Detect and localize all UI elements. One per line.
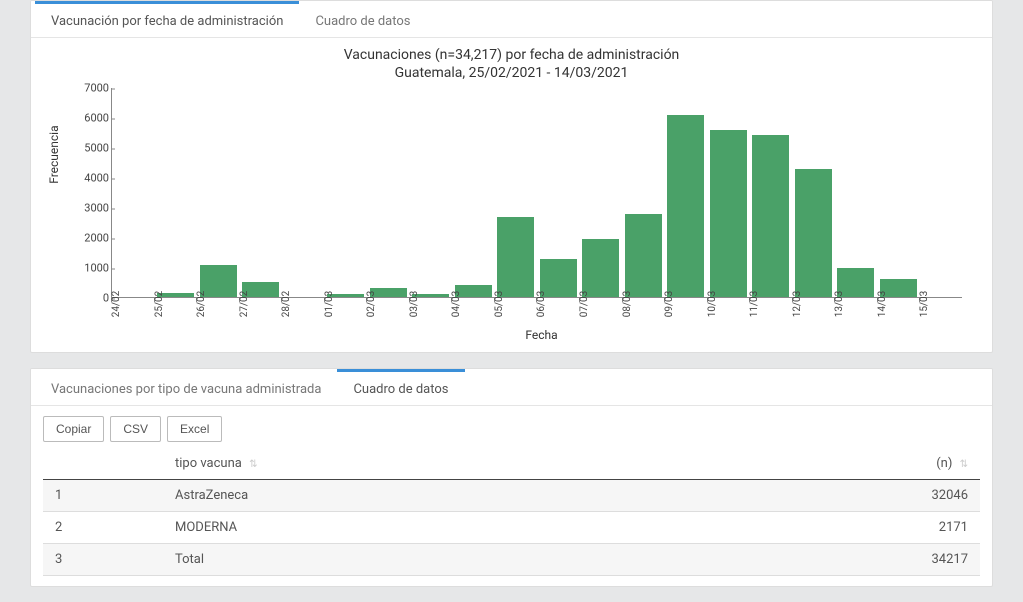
cell-n: 34217 [684, 544, 980, 576]
cell-index: 1 [43, 480, 163, 512]
bar [752, 135, 789, 298]
y-tick: 6000 [71, 112, 109, 125]
bar [710, 130, 747, 297]
bar-slot [835, 88, 878, 297]
chart-title-line1: Vacunaciones (n=34,217) por fecha de adm… [51, 46, 972, 64]
bar-slot [792, 88, 835, 297]
bars [112, 88, 962, 297]
bar-slot [495, 88, 538, 297]
bar [625, 214, 662, 298]
cell-index: 2 [43, 512, 163, 544]
col-n-label: (n) [936, 456, 952, 471]
y-axis-label: Frecuencia [47, 126, 61, 184]
y-tick: 5000 [71, 142, 109, 155]
y-tick: 0 [71, 292, 109, 305]
cell-tipo-vacuna: Total [163, 544, 684, 576]
chart-panel: Vacunación por fecha de administración C… [30, 0, 993, 353]
excel-button[interactable]: Excel [167, 416, 222, 442]
col-n[interactable]: (n) ⇅ [684, 448, 980, 480]
bar-slot [367, 88, 410, 297]
chart-tabs: Vacunación por fecha de administración C… [31, 1, 992, 38]
y-ticks: 01000200030004000500060007000 [71, 88, 109, 298]
cell-n: 32046 [684, 480, 980, 512]
bar-slot [112, 88, 155, 297]
cell-tipo-vacuna: MODERNA [163, 512, 684, 544]
table-row: 2MODERNA2171 [43, 512, 980, 544]
csv-button[interactable]: CSV [110, 416, 161, 442]
bar-slot [920, 88, 963, 297]
tab-cuadro-datos-table[interactable]: Cuadro de datos [337, 369, 464, 405]
tab-vacunaciones-tipo[interactable]: Vacunaciones por tipo de vacuna administ… [35, 369, 337, 405]
bar [497, 217, 534, 298]
cell-n: 2171 [684, 512, 980, 544]
bar-slot [750, 88, 793, 297]
bar-slot [452, 88, 495, 297]
data-table: tipo vacuna ⇅ (n) ⇅ 1AstraZeneca320462MO… [43, 448, 980, 576]
chart-container: Vacunaciones (n=34,217) por fecha de adm… [31, 38, 992, 352]
chart-title: Vacunaciones (n=34,217) por fecha de adm… [51, 46, 972, 82]
bar-slot [240, 88, 283, 297]
y-tick: 3000 [71, 202, 109, 215]
cell-tipo-vacuna: AstraZeneca [163, 480, 684, 512]
y-tick: 1000 [71, 262, 109, 275]
table-tabs: Vacunaciones por tipo de vacuna administ… [31, 369, 992, 406]
bar-slot [410, 88, 453, 297]
y-tick: 7000 [71, 82, 109, 95]
bar-slot [877, 88, 920, 297]
copy-button[interactable]: Copiar [43, 416, 104, 442]
y-tick: 4000 [71, 172, 109, 185]
tab-vacunacion-fecha[interactable]: Vacunación por fecha de administración [35, 1, 299, 37]
bar-slot [282, 88, 325, 297]
bar-slot [665, 88, 708, 297]
bar [667, 115, 704, 297]
bar [582, 239, 619, 297]
table-panel: Vacunaciones por tipo de vacuna administ… [30, 368, 993, 587]
x-axis-label: Fecha [111, 328, 972, 342]
y-tick: 2000 [71, 232, 109, 245]
col-tipo-vacuna-label: tipo vacuna [175, 456, 242, 471]
plot-area [111, 88, 962, 298]
export-buttons: Copiar CSV Excel [31, 406, 992, 448]
bar-slot [580, 88, 623, 297]
sort-icon: ⇅ [960, 459, 968, 470]
bar-slot [622, 88, 665, 297]
chart-area: Frecuencia 01000200030004000500060007000… [51, 88, 972, 338]
bar [795, 169, 832, 297]
bar-slot [197, 88, 240, 297]
bar-slot [537, 88, 580, 297]
cell-index: 3 [43, 544, 163, 576]
col-index[interactable] [43, 448, 163, 480]
table-header-row: tipo vacuna ⇅ (n) ⇅ [43, 448, 980, 480]
bar-slot [707, 88, 750, 297]
sort-icon: ⇅ [249, 459, 257, 470]
bar-slot [155, 88, 198, 297]
table-row: 1AstraZeneca32046 [43, 480, 980, 512]
col-tipo-vacuna[interactable]: tipo vacuna ⇅ [163, 448, 684, 480]
chart-title-line2: Guatemala, 25/02/2021 - 14/03/2021 [51, 64, 972, 82]
tab-cuadro-datos-chart[interactable]: Cuadro de datos [299, 1, 426, 37]
table-row: 3Total34217 [43, 544, 980, 576]
bar-slot [325, 88, 368, 297]
